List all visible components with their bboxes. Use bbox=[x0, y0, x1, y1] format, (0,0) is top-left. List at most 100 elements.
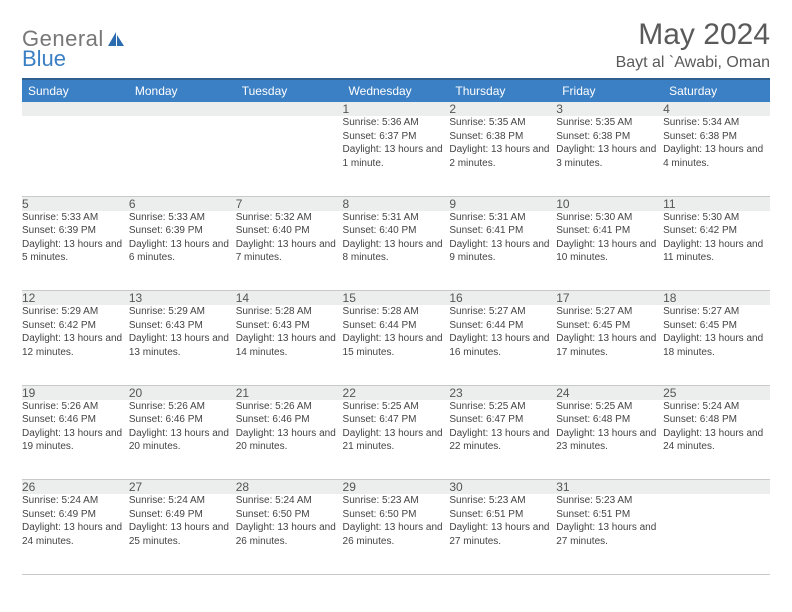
calendar-thead: Sunday Monday Tuesday Wednesday Thursday… bbox=[22, 79, 770, 102]
sunset-text: Sunset: 6:44 PM bbox=[343, 319, 450, 333]
daylight-text: Daylight: 13 hours and 18 minutes. bbox=[663, 332, 770, 359]
day-header: Saturday bbox=[663, 79, 770, 102]
sunrise-text: Sunrise: 5:34 AM bbox=[663, 116, 770, 130]
sunset-text: Sunset: 6:48 PM bbox=[556, 413, 663, 427]
day-details: Sunrise: 5:24 AMSunset: 6:49 PMDaylight:… bbox=[22, 494, 129, 574]
day-number: 4 bbox=[663, 102, 770, 116]
daylight-text: Daylight: 13 hours and 24 minutes. bbox=[663, 427, 770, 454]
day-details: Sunrise: 5:24 AMSunset: 6:48 PMDaylight:… bbox=[663, 400, 770, 480]
sunrise-text: Sunrise: 5:32 AM bbox=[236, 211, 343, 225]
sunset-text: Sunset: 6:38 PM bbox=[556, 130, 663, 144]
day-number bbox=[22, 102, 129, 116]
daylight-text: Daylight: 13 hours and 19 minutes. bbox=[22, 427, 129, 454]
sunset-text: Sunset: 6:50 PM bbox=[343, 508, 450, 522]
sunset-text: Sunset: 6:42 PM bbox=[663, 224, 770, 238]
day-number: 25 bbox=[663, 385, 770, 400]
daylight-text: Daylight: 13 hours and 9 minutes. bbox=[449, 238, 556, 265]
day-number: 22 bbox=[343, 385, 450, 400]
day-number: 16 bbox=[449, 291, 556, 306]
sail-icon bbox=[106, 30, 126, 48]
daylight-text: Daylight: 13 hours and 15 minutes. bbox=[343, 332, 450, 359]
month-title: May 2024 bbox=[616, 18, 770, 52]
day-header: Monday bbox=[129, 79, 236, 102]
day-details: Sunrise: 5:35 AMSunset: 6:38 PMDaylight:… bbox=[556, 116, 663, 196]
day-number: 31 bbox=[556, 480, 663, 495]
sunrise-text: Sunrise: 5:26 AM bbox=[22, 400, 129, 414]
sunset-text: Sunset: 6:43 PM bbox=[236, 319, 343, 333]
daylight-text: Daylight: 13 hours and 6 minutes. bbox=[129, 238, 236, 265]
sunrise-text: Sunrise: 5:35 AM bbox=[556, 116, 663, 130]
day-header: Tuesday bbox=[236, 79, 343, 102]
day-number: 3 bbox=[556, 102, 663, 116]
detail-row: Sunrise: 5:33 AMSunset: 6:39 PMDaylight:… bbox=[22, 211, 770, 291]
daylight-text: Daylight: 13 hours and 12 minutes. bbox=[22, 332, 129, 359]
sunrise-text: Sunrise: 5:26 AM bbox=[129, 400, 236, 414]
sunset-text: Sunset: 6:41 PM bbox=[449, 224, 556, 238]
day-details: Sunrise: 5:23 AMSunset: 6:51 PMDaylight:… bbox=[449, 494, 556, 574]
sunrise-text: Sunrise: 5:33 AM bbox=[22, 211, 129, 225]
title-block: May 2024 Bayt al `Awabi, Oman bbox=[616, 18, 770, 72]
day-details: Sunrise: 5:26 AMSunset: 6:46 PMDaylight:… bbox=[236, 400, 343, 480]
sunrise-text: Sunrise: 5:29 AM bbox=[22, 305, 129, 319]
sunrise-text: Sunrise: 5:29 AM bbox=[129, 305, 236, 319]
sunrise-text: Sunrise: 5:25 AM bbox=[556, 400, 663, 414]
day-details: Sunrise: 5:28 AMSunset: 6:43 PMDaylight:… bbox=[236, 305, 343, 385]
daylight-text: Daylight: 13 hours and 21 minutes. bbox=[343, 427, 450, 454]
sunset-text: Sunset: 6:46 PM bbox=[236, 413, 343, 427]
day-number: 2 bbox=[449, 102, 556, 116]
calendar-table: Sunday Monday Tuesday Wednesday Thursday… bbox=[22, 78, 770, 575]
daylight-text: Daylight: 13 hours and 26 minutes. bbox=[343, 521, 450, 548]
day-details: Sunrise: 5:29 AMSunset: 6:43 PMDaylight:… bbox=[129, 305, 236, 385]
daynum-row: 262728293031 bbox=[22, 480, 770, 495]
detail-row: Sunrise: 5:26 AMSunset: 6:46 PMDaylight:… bbox=[22, 400, 770, 480]
daylight-text: Daylight: 13 hours and 22 minutes. bbox=[449, 427, 556, 454]
day-details: Sunrise: 5:33 AMSunset: 6:39 PMDaylight:… bbox=[129, 211, 236, 291]
sunrise-text: Sunrise: 5:24 AM bbox=[129, 494, 236, 508]
daylight-text: Daylight: 13 hours and 20 minutes. bbox=[236, 427, 343, 454]
daylight-text: Daylight: 13 hours and 3 minutes. bbox=[556, 143, 663, 170]
sunrise-text: Sunrise: 5:30 AM bbox=[556, 211, 663, 225]
day-header: Wednesday bbox=[343, 79, 450, 102]
daylight-text: Daylight: 13 hours and 10 minutes. bbox=[556, 238, 663, 265]
detail-row: Sunrise: 5:36 AMSunset: 6:37 PMDaylight:… bbox=[22, 116, 770, 196]
sunset-text: Sunset: 6:46 PM bbox=[22, 413, 129, 427]
day-details: Sunrise: 5:25 AMSunset: 6:48 PMDaylight:… bbox=[556, 400, 663, 480]
day-number: 27 bbox=[129, 480, 236, 495]
day-details: Sunrise: 5:26 AMSunset: 6:46 PMDaylight:… bbox=[129, 400, 236, 480]
day-number: 21 bbox=[236, 385, 343, 400]
sunset-text: Sunset: 6:46 PM bbox=[129, 413, 236, 427]
day-details: Sunrise: 5:24 AMSunset: 6:49 PMDaylight:… bbox=[129, 494, 236, 574]
day-details: Sunrise: 5:30 AMSunset: 6:42 PMDaylight:… bbox=[663, 211, 770, 291]
sunset-text: Sunset: 6:47 PM bbox=[343, 413, 450, 427]
sunset-text: Sunset: 6:38 PM bbox=[663, 130, 770, 144]
sunrise-text: Sunrise: 5:33 AM bbox=[129, 211, 236, 225]
day-number: 7 bbox=[236, 196, 343, 211]
day-details bbox=[236, 116, 343, 196]
calendar-page: General May 2024 Bayt al `Awabi, Oman Bl… bbox=[0, 0, 792, 612]
day-details: Sunrise: 5:25 AMSunset: 6:47 PMDaylight:… bbox=[343, 400, 450, 480]
day-header: Thursday bbox=[449, 79, 556, 102]
day-details: Sunrise: 5:26 AMSunset: 6:46 PMDaylight:… bbox=[22, 400, 129, 480]
sunrise-text: Sunrise: 5:27 AM bbox=[556, 305, 663, 319]
sunrise-text: Sunrise: 5:24 AM bbox=[663, 400, 770, 414]
sunrise-text: Sunrise: 5:28 AM bbox=[236, 305, 343, 319]
daylight-text: Daylight: 13 hours and 25 minutes. bbox=[129, 521, 236, 548]
daylight-text: Daylight: 13 hours and 20 minutes. bbox=[129, 427, 236, 454]
sunrise-text: Sunrise: 5:31 AM bbox=[449, 211, 556, 225]
sunset-text: Sunset: 6:44 PM bbox=[449, 319, 556, 333]
day-number: 28 bbox=[236, 480, 343, 495]
day-number: 20 bbox=[129, 385, 236, 400]
daylight-text: Daylight: 13 hours and 27 minutes. bbox=[556, 521, 663, 548]
sunrise-text: Sunrise: 5:25 AM bbox=[449, 400, 556, 414]
day-details: Sunrise: 5:31 AMSunset: 6:41 PMDaylight:… bbox=[449, 211, 556, 291]
daylight-text: Daylight: 13 hours and 2 minutes. bbox=[449, 143, 556, 170]
daylight-text: Daylight: 13 hours and 24 minutes. bbox=[22, 521, 129, 548]
daynum-row: 19202122232425 bbox=[22, 385, 770, 400]
day-details: Sunrise: 5:27 AMSunset: 6:45 PMDaylight:… bbox=[663, 305, 770, 385]
day-details: Sunrise: 5:27 AMSunset: 6:44 PMDaylight:… bbox=[449, 305, 556, 385]
day-details: Sunrise: 5:29 AMSunset: 6:42 PMDaylight:… bbox=[22, 305, 129, 385]
day-number: 1 bbox=[343, 102, 450, 116]
sunset-text: Sunset: 6:42 PM bbox=[22, 319, 129, 333]
day-number: 17 bbox=[556, 291, 663, 306]
day-details bbox=[663, 494, 770, 574]
